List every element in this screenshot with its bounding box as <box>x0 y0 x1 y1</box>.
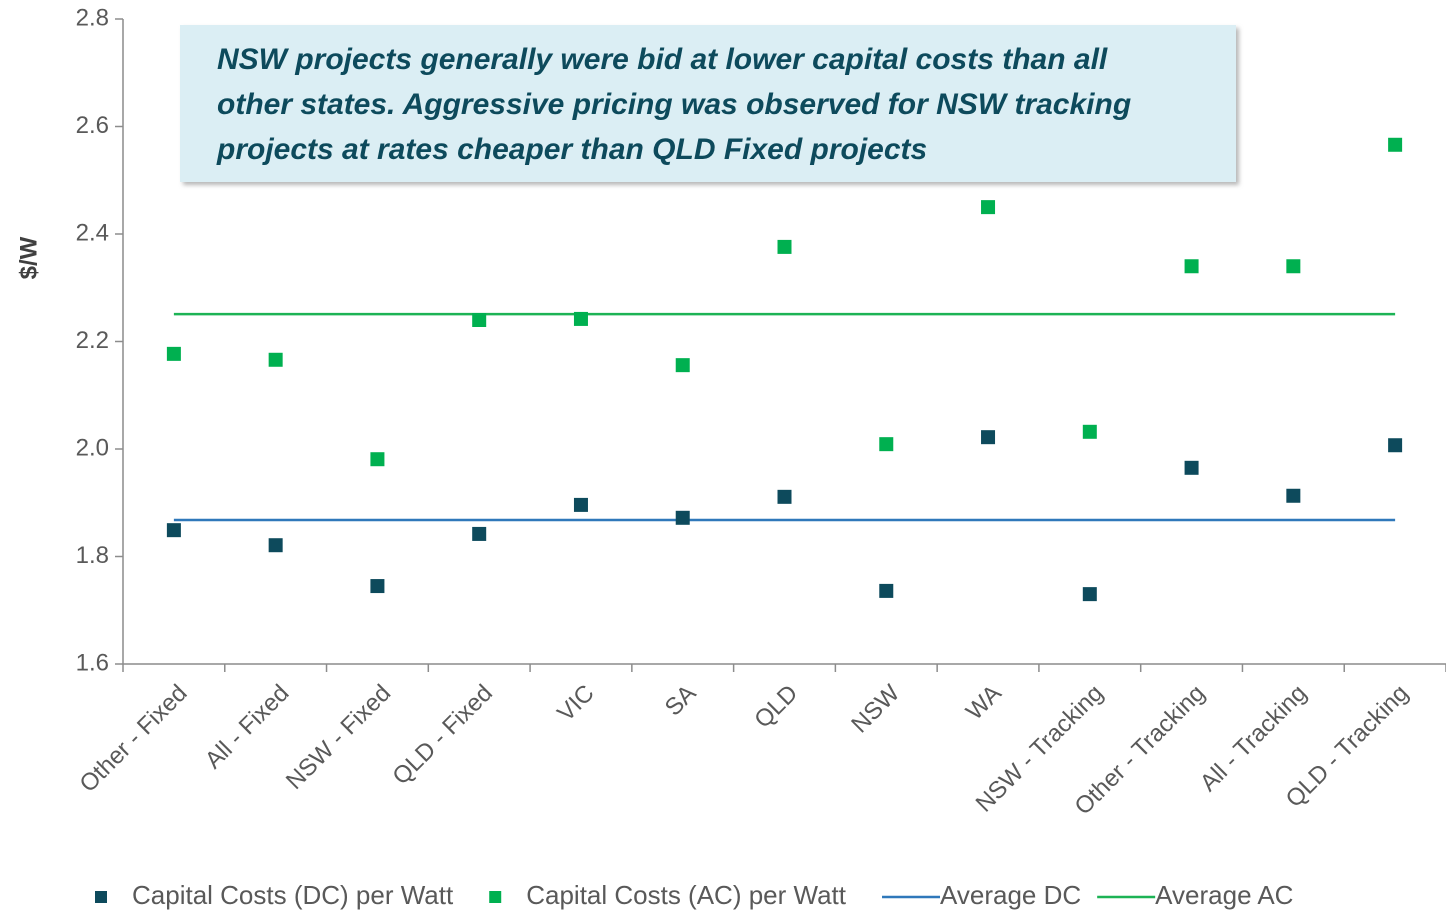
x-tick-label: SA <box>660 680 702 722</box>
y-tick-label: 2.6 <box>76 112 109 139</box>
x-tick-label: WA <box>961 680 1007 726</box>
marker <box>879 583 894 598</box>
marker <box>573 497 588 512</box>
marker <box>166 523 181 538</box>
marker <box>675 510 690 525</box>
marker <box>370 452 385 467</box>
y-tick-label: 2.0 <box>76 434 109 461</box>
marker <box>1184 259 1199 274</box>
x-tick-label: All - Fixed <box>200 680 295 775</box>
marker <box>879 437 894 452</box>
marker <box>370 579 385 594</box>
y-tick-label: 1.6 <box>76 649 109 676</box>
marker <box>1082 424 1097 439</box>
x-tick-label: NSW - Fixed <box>281 680 396 795</box>
y-tick-label: 2.4 <box>76 219 109 246</box>
legend-label: Average AC <box>1155 880 1293 910</box>
marker <box>268 538 283 553</box>
y-axis-label: $/W <box>15 236 42 279</box>
legend-label: Capital Costs (AC) per Watt <box>526 880 847 910</box>
marker <box>777 489 792 504</box>
marker <box>675 358 690 373</box>
y-tick-label: 2.2 <box>76 327 109 354</box>
x-tick-label: NSW <box>846 679 905 738</box>
marker <box>1184 460 1199 475</box>
marker <box>1388 137 1403 152</box>
marker <box>1388 438 1403 453</box>
annotation-line: other states. Aggressive pricing was obs… <box>217 88 1131 121</box>
y-tick-label: 2.8 <box>76 4 109 31</box>
marker <box>573 311 588 326</box>
marker <box>981 200 996 215</box>
marker <box>268 352 283 367</box>
legend-label: Average DC <box>940 880 1081 910</box>
annotation: NSW projects generally were bid at lower… <box>216 43 1131 166</box>
marker <box>1082 587 1097 602</box>
marker <box>981 430 996 445</box>
x-tick-label: QLD <box>749 680 803 734</box>
marker <box>166 346 181 361</box>
annotation-line: NSW projects generally were bid at lower… <box>217 43 1108 76</box>
legend: Capital Costs (DC) per Watt Capital Costs… <box>95 880 1293 910</box>
annotation-box <box>180 25 1236 182</box>
marker <box>1286 259 1301 274</box>
marker <box>472 313 487 327</box>
y-tick-label: 1.8 <box>76 542 109 569</box>
marker <box>472 526 487 541</box>
x-tick-label: VIC <box>552 680 599 727</box>
marker <box>777 239 792 254</box>
x-tick-label: QLD - Fixed <box>387 680 498 791</box>
legend-marker <box>489 891 502 903</box>
marker <box>1286 488 1301 503</box>
annotation-line: projects at rates cheaper than QLD Fixed… <box>216 133 927 166</box>
legend-label: Capital Costs (DC) per Watt <box>132 880 454 910</box>
legend-marker <box>95 891 107 903</box>
x-tick-label: Other - Fixed <box>74 680 192 798</box>
